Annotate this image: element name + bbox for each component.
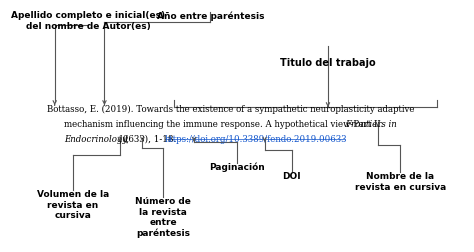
Text: Frontiers in: Frontiers in	[345, 120, 397, 129]
Text: mechanism influencing the immune response. A hypothetical view-Part II.: mechanism influencing the immune respons…	[64, 120, 386, 129]
Text: Nombre de la
revista en cursiva: Nombre de la revista en cursiva	[355, 172, 446, 191]
Text: (633), 1-18.: (633), 1-18.	[125, 134, 179, 143]
Text: Volumen de la
revista en
cursiva: Volumen de la revista en cursiva	[36, 190, 109, 219]
Text: Año entre paréntesis: Año entre paréntesis	[156, 11, 264, 21]
Text: DOI: DOI	[283, 172, 301, 181]
Text: Endocrinology,: Endocrinology,	[64, 134, 129, 143]
Text: Paginación: Paginación	[210, 162, 265, 171]
Text: Titulo del trabajo: Titulo del trabajo	[280, 57, 376, 68]
Text: Bottasso, E. (2019). Towards the existence of a sympathetic neuroplasticity adap: Bottasso, E. (2019). Towards the existen…	[47, 105, 415, 114]
Text: Apellido completo e inicial(es)
del nombre de Autor(es): Apellido completo e inicial(es) del nomb…	[11, 11, 165, 30]
Text: https://doi.org/10.3389/fendo.2019.00633: https://doi.org/10.3389/fendo.2019.00633	[165, 134, 347, 143]
Text: Número de
la revista
entre
paréntesis: Número de la revista entre paréntesis	[136, 197, 191, 237]
Text: 10: 10	[117, 134, 128, 143]
